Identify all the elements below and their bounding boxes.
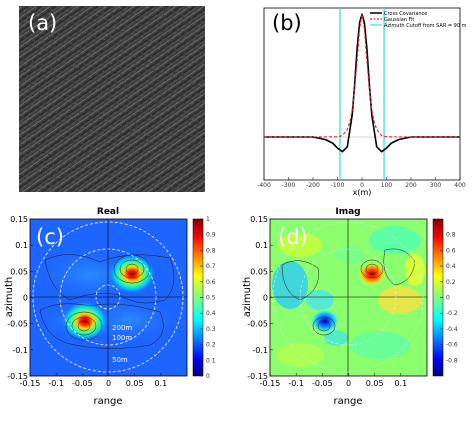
panel-label-c: (c) bbox=[36, 225, 64, 249]
colorbar-tick-label-c-8: 0.2 bbox=[206, 342, 216, 349]
x-ticks-d: -0.15 -0.1 -0.05 0 0.05 0.1 bbox=[260, 373, 407, 388]
y-ticks-c: 0.15 0.1 0.05 0 -0.05 -0.1 -0.15 bbox=[7, 215, 33, 381]
colorbar-tick-label-d-3: 0.2 bbox=[446, 279, 456, 286]
y-axis-label-d: azimuth bbox=[242, 277, 253, 318]
plot-b-background bbox=[263, 7, 461, 181]
sar-image-noise bbox=[19, 6, 205, 192]
ring-label-100m: 100m bbox=[112, 334, 132, 342]
y-tick-label-d-3: 0 bbox=[263, 294, 268, 303]
plot-title-c: Real bbox=[97, 207, 119, 217]
x-tick-label-d-0: -0.15 bbox=[260, 379, 281, 388]
y-tick-label-d-2: 0.05 bbox=[250, 267, 268, 276]
series-group bbox=[264, 13, 460, 153]
contours-c bbox=[39, 254, 175, 349]
x-tick-label-c-0: -0.15 bbox=[20, 379, 41, 388]
heatmap-d-texture bbox=[272, 226, 425, 367]
colorbar-tick-label-d-5: -0.2 bbox=[446, 310, 458, 317]
colorbar-tick-label-c-6: 0.4 bbox=[206, 310, 216, 317]
panel-c: Real 200m bbox=[4, 207, 216, 407]
y-tick-label-c-0: 0.15 bbox=[10, 215, 28, 224]
y-tick-label-c-2: 0.05 bbox=[10, 267, 28, 276]
x-tick-label-b-0: -400 bbox=[257, 182, 271, 189]
y-tick-label-d-0: 0.15 bbox=[250, 215, 268, 224]
contours-d bbox=[281, 248, 416, 336]
colorbar-tick-label-c-4: 0.6 bbox=[206, 279, 216, 286]
colorbar-tick-label-d-6: -0.4 bbox=[446, 326, 458, 333]
colorbar-tick-label-c-0: 1 bbox=[206, 216, 210, 223]
colorbar-tick-label-c-2: 0.8 bbox=[206, 247, 216, 254]
y-tick-label-c-6: -0.15 bbox=[7, 372, 28, 381]
azimuth-cutoff-lines bbox=[339, 8, 385, 180]
colorbar-tick-label-c-10: 0 bbox=[206, 373, 210, 380]
y-tick-label-c-3: 0 bbox=[23, 294, 28, 303]
x-tick-label-b-6: 200 bbox=[405, 182, 417, 189]
x-axis-label-b: x(m) bbox=[353, 188, 372, 197]
colorbar-tick-label-c-1: 0.9 bbox=[206, 232, 216, 239]
x-axis-label-d: range bbox=[333, 396, 362, 407]
panel-d: Imag bbox=[242, 207, 458, 407]
x-tick-label-c-3: 0 bbox=[106, 379, 111, 388]
x-tick-label-b-8: 400 bbox=[454, 182, 466, 189]
legend-gaussian-fit: Gaussian Fit bbox=[384, 17, 414, 23]
colorbar-tick-label-d-0: 0.8 bbox=[446, 232, 456, 239]
y-tick-label-d-1: 0.1 bbox=[255, 241, 268, 250]
x-tick-label-d-3: 0 bbox=[346, 379, 351, 388]
x-tick-label-d-4: 0.05 bbox=[366, 379, 384, 388]
x-axis-label-c: range bbox=[93, 396, 122, 407]
colorbar-tick-label-d-8: -0.8 bbox=[446, 357, 458, 364]
x-tick-label-b-4: 0 bbox=[360, 182, 364, 189]
legend-b: Cross Covariance Gaussian Fit Azimuth Cu… bbox=[370, 11, 467, 29]
plot-title-d: Imag bbox=[335, 207, 360, 217]
y-tick-label-d-5: -0.1 bbox=[252, 346, 268, 355]
panel-label-a: (a) bbox=[28, 11, 57, 35]
colorbar-tick-label-c-9: 0.1 bbox=[206, 357, 216, 364]
panel-label-d: (d) bbox=[278, 225, 308, 249]
y-axis-label-c: azimuth bbox=[4, 277, 15, 318]
series-line-1 bbox=[264, 13, 460, 138]
ring-label-200m: 200m bbox=[112, 324, 132, 332]
x-tick-label-b-5: 100 bbox=[381, 182, 393, 189]
x-tick-label-d-2: -0.05 bbox=[312, 379, 333, 388]
x-tick-label-c-2: -0.05 bbox=[72, 379, 93, 388]
x-ticks-c: -0.15 -0.1 -0.05 0 0.05 0.1 bbox=[20, 373, 167, 388]
colorbar-tick-label-d-7: -0.6 bbox=[446, 342, 458, 349]
y-tick-label-d-4: -0.05 bbox=[247, 320, 268, 329]
colorbar-tick-label-c-5: 0.5 bbox=[206, 295, 216, 302]
panel-a: (a) bbox=[19, 6, 205, 192]
y-tick-label-c-1: 0.1 bbox=[15, 241, 28, 250]
y-tick-label-c-5: -0.1 bbox=[12, 346, 28, 355]
x-tick-label-c-4: 0.05 bbox=[126, 379, 144, 388]
legend-cross-covariance: Cross Covariance bbox=[384, 11, 427, 17]
legend-azimuth-cutoff: Azimuth Cutoff from SAR = 90 m bbox=[384, 23, 467, 29]
x-tick-label-b-3: -100 bbox=[331, 182, 345, 189]
x-ticks: -400 -300 -200 -100 0 100 200 300 400 bbox=[257, 177, 466, 189]
colorbar-tick-label-d-2: 0.4 bbox=[446, 263, 456, 270]
colorbar-tick-label-d-1: 0.6 bbox=[446, 247, 456, 254]
ring-label-50m: 50m bbox=[112, 356, 128, 364]
y-ticks-d: 0.15 0.1 0.05 0 -0.05 -0.1 -0.15 bbox=[247, 215, 273, 381]
y-tick-label-d-6: -0.15 bbox=[247, 372, 268, 381]
colorbar-tick-label-c-7: 0.3 bbox=[206, 326, 216, 333]
colorbar-tick-label-c-3: 0.7 bbox=[206, 263, 216, 270]
x-tick-label-b-2: -200 bbox=[306, 182, 320, 189]
colorbar-tick-label-d-4: 0 bbox=[446, 295, 450, 302]
panel-label-b: (b) bbox=[272, 11, 302, 35]
x-tick-label-c-5: 0.1 bbox=[154, 379, 167, 388]
x-tick-label-b-7: 300 bbox=[430, 182, 442, 189]
x-tick-label-c-1: -0.1 bbox=[48, 379, 64, 388]
colorbar-ticks-c: 1 0.9 0.8 0.7 0.6 0.5 0.4 0.3 0.2 0.1 0 bbox=[200, 216, 216, 380]
colorbar-ticks-d: 0.8 0.6 0.4 0.2 0 -0.2 -0.4 -0.6 -0.8 bbox=[440, 232, 458, 364]
y-tick-label-c-4: -0.05 bbox=[7, 320, 28, 329]
x-tick-label-d-5: 0.1 bbox=[394, 379, 407, 388]
range-rings-d bbox=[272, 221, 424, 373]
x-tick-label-d-1: -0.1 bbox=[288, 379, 304, 388]
panel-b: -400 -300 -200 -100 0 100 200 300 400 x(m) Cross… bbox=[257, 7, 467, 197]
x-tick-label-b-1: -300 bbox=[282, 182, 296, 189]
